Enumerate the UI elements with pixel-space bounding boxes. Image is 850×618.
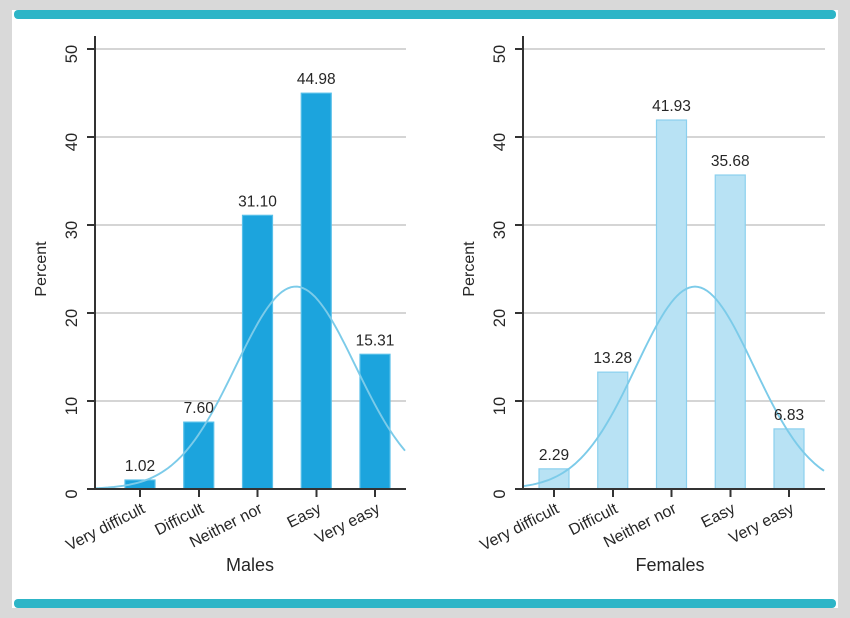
y-tick-label: 50 (491, 45, 509, 63)
category-label: Very difficult (477, 500, 562, 554)
y-tick-label: 50 (63, 45, 81, 63)
bar-value-label: 35.68 (711, 153, 750, 170)
histogram-bar (655, 119, 688, 490)
y-tick-label: 30 (491, 221, 509, 239)
histogram-bar (773, 428, 805, 490)
category-label: Very difficult (63, 500, 148, 554)
y-tick-label: 20 (63, 309, 81, 327)
y-tick-label: 10 (491, 397, 509, 415)
histogram-bar (714, 174, 746, 490)
bar-value-label: 44.98 (297, 71, 336, 88)
bar-value-label: 7.60 (184, 400, 215, 417)
bar-value-label: 41.93 (652, 98, 691, 115)
bar-value-label: 2.29 (539, 447, 569, 464)
y-tick-label: 0 (491, 489, 509, 498)
bar-value-label: 31.10 (238, 193, 277, 210)
y-tick-label: 20 (491, 309, 509, 327)
bar-value-label: 6.83 (774, 407, 804, 424)
normal-curve (95, 285, 406, 490)
bottom-accent-rule (14, 599, 836, 608)
bar-value-label: 13.28 (593, 350, 632, 367)
histogram-bar (300, 92, 332, 490)
category-label: Easy (699, 500, 738, 531)
panel-title: Males (226, 555, 274, 575)
histogram-bar (241, 214, 274, 490)
category-label: Very easy (726, 500, 796, 547)
bar-value-label: 1.02 (125, 458, 155, 475)
y-tick-label: 40 (491, 133, 509, 151)
histogram-bar (183, 421, 215, 490)
normal-curve (523, 285, 825, 488)
category-label: Very easy (312, 500, 382, 547)
panel-title: Females (635, 555, 704, 575)
figure-card (12, 10, 838, 608)
y-tick-label: 10 (63, 397, 81, 415)
y-tick-label: 0 (63, 489, 81, 498)
top-accent-rule (14, 10, 836, 19)
y-axis-title: Percent (33, 241, 50, 297)
y-axis-title: Percent (461, 241, 478, 297)
bar-value-label: 15.31 (356, 332, 395, 349)
y-tick-label: 30 (63, 221, 81, 239)
y-tick-label: 40 (63, 133, 81, 151)
category-label: Easy (285, 500, 324, 531)
